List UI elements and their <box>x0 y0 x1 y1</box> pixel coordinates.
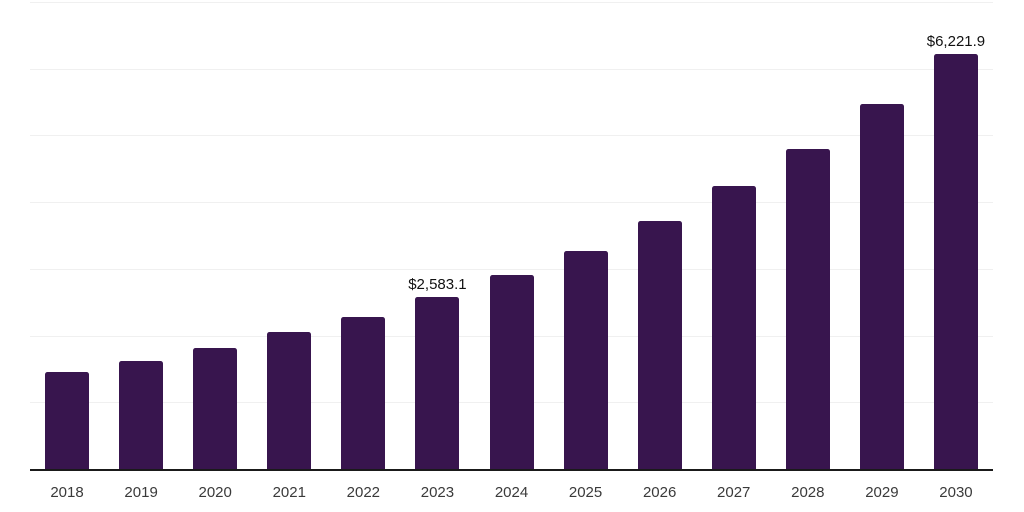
gridline <box>30 2 993 3</box>
x-tick-label-2022: 2022 <box>346 484 381 501</box>
bar-2021 <box>267 331 312 469</box>
x-tick-label-2019: 2019 <box>124 484 158 501</box>
bar-2022 <box>341 316 386 469</box>
x-tick-label-2023: 2023 <box>420 484 455 501</box>
bar-2030 <box>933 53 978 469</box>
x-tick-label-2021: 2021 <box>272 484 306 501</box>
bar-2019 <box>119 360 164 469</box>
bar-2026 <box>637 221 682 469</box>
x-tick-label-2024: 2024 <box>494 484 529 501</box>
bar-2023 <box>415 296 460 469</box>
gridline <box>30 135 993 137</box>
x-tick-label-2030: 2030 <box>939 484 973 501</box>
bar-2025 <box>563 250 608 469</box>
bar-2028 <box>785 148 830 469</box>
gridline <box>30 68 993 70</box>
gridline <box>30 268 993 270</box>
x-tick-label-2028: 2028 <box>791 484 825 501</box>
x-tick-label-2029: 2029 <box>865 484 899 501</box>
x-tick-label-2025: 2025 <box>568 484 603 501</box>
bar-2018 <box>45 371 90 469</box>
bar-2020 <box>193 347 238 469</box>
bar-2029 <box>859 103 904 469</box>
x-tick-label-2026: 2026 <box>642 484 677 501</box>
bar-2027 <box>711 186 756 469</box>
gridline <box>30 202 993 204</box>
x-tick-label-2027: 2027 <box>717 484 751 501</box>
x-tick-label-2020: 2020 <box>198 484 232 501</box>
data-label-2030: $6,221.9 <box>926 32 986 50</box>
x-tick-label-2018: 2018 <box>50 484 84 501</box>
x-axis-line <box>30 469 993 471</box>
bar-2024 <box>489 274 534 469</box>
data-label-2023: $2,583.1 <box>408 275 467 293</box>
